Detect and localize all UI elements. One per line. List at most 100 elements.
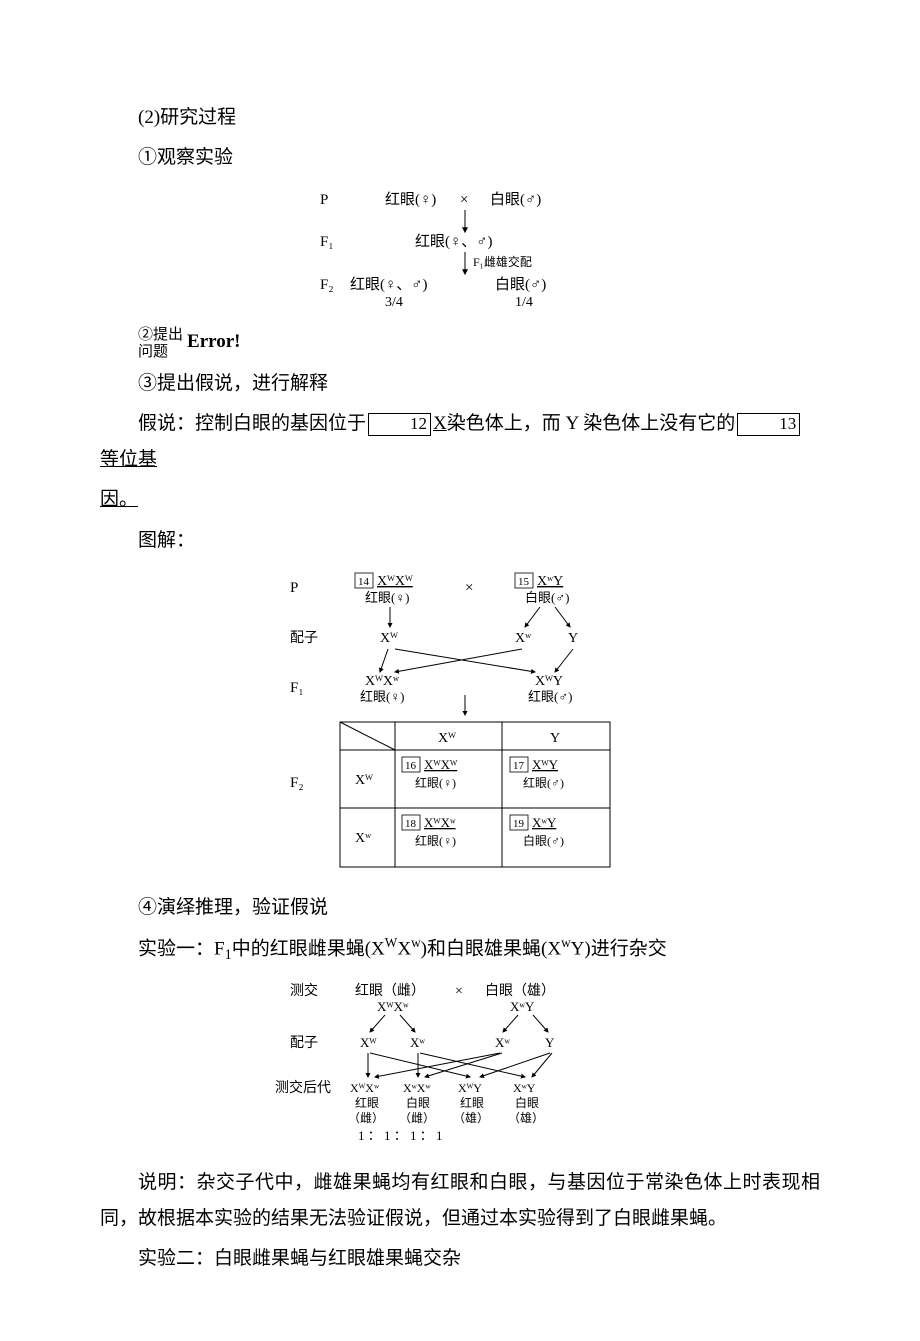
d2-px: × bbox=[465, 580, 473, 596]
step1-label: ①观察实验 bbox=[100, 140, 820, 176]
e1s1: W bbox=[385, 935, 398, 950]
d3-o4s: （雄） bbox=[508, 1110, 544, 1125]
d3-o3p: 红眼 bbox=[460, 1095, 484, 1110]
hyp-mid1: X bbox=[433, 413, 447, 434]
d2-glabel: 配子 bbox=[290, 630, 318, 646]
e1d: )和白眼雄果蝇(X bbox=[421, 938, 561, 959]
d3-o4g: XʷY bbox=[513, 1081, 536, 1095]
d2-plg: XᵂXᵂ bbox=[377, 574, 413, 589]
d1-lr: 3/4 bbox=[385, 295, 403, 310]
hyp-mid2: 染色体上，而 Y 染色体上没有它的 bbox=[447, 413, 736, 434]
d1-P: P bbox=[320, 192, 328, 208]
d2-f1lg: XᵂXʷ bbox=[365, 674, 400, 689]
box-13: 13 bbox=[737, 413, 800, 435]
step4-label: ④演绎推理，验证假说 bbox=[100, 890, 820, 926]
section-heading: (2)研究过程 bbox=[100, 100, 820, 136]
diagram3: 测交 红眼（雌） × 白眼（雄） XᵂXʷ XʷY 配子 Xᵂ Xʷ Xʷ Y bbox=[100, 977, 820, 1157]
e1b: 中的红眼雌果蝇(X bbox=[232, 938, 385, 959]
d2-c18g: XᵂXʷ bbox=[424, 815, 456, 830]
d2-prp: 白眼(♂) bbox=[525, 590, 569, 605]
d3-o1p: 红眼 bbox=[355, 1095, 379, 1110]
d2-P: P bbox=[290, 580, 298, 596]
d3-o3s: （雄） bbox=[453, 1110, 489, 1125]
d3-gXW: Xᵂ bbox=[360, 1035, 377, 1050]
d2-rowXW: Xᵂ bbox=[355, 773, 373, 788]
d2-colXW: Xᵂ bbox=[438, 731, 456, 746]
d3-r1r: 白眼（雄） bbox=[485, 983, 555, 999]
d2-gxw2: Xʷ bbox=[515, 631, 532, 646]
d3-gXw2: Xʷ bbox=[495, 1035, 510, 1050]
exp1-line: 实验一：F1中的红眼雌果蝇(XWXw)和白眼雄果蝇(XwY)进行杂交 bbox=[100, 930, 820, 969]
step2-bottom: 问题 bbox=[138, 344, 183, 361]
hyp-pre: 假说：控制白眼的基因位于 bbox=[138, 413, 366, 434]
d2-gxw: Xᵂ bbox=[380, 631, 398, 646]
d1-note: F₁雌雄交配 bbox=[473, 254, 532, 269]
d3-glbl: 配子 bbox=[290, 1035, 318, 1051]
d2-c17g: XᵂY bbox=[532, 757, 559, 772]
d3-o4p: 白眼 bbox=[515, 1095, 539, 1110]
d2-c19p: 白眼(♂) bbox=[523, 833, 564, 848]
d2-colY: Y bbox=[550, 731, 560, 746]
d3-r1lbl: 测交 bbox=[290, 982, 318, 999]
d3-gl: XᵂXʷ bbox=[377, 999, 409, 1014]
e1a: 实验一：F bbox=[138, 938, 225, 959]
e1s2: w bbox=[411, 935, 421, 950]
e1e: Y)进行杂交 bbox=[571, 938, 667, 959]
explain-para: 说明：杂交子代中，雌雄果蝇均有红眼和白眼，与基因位于常染色体上时表现相同，故根据… bbox=[100, 1165, 820, 1237]
e1s3: w bbox=[561, 935, 571, 950]
d2-c19g: XʷY bbox=[532, 815, 557, 830]
e1c: X bbox=[397, 938, 411, 959]
d3-o1g: XᵂXʷ bbox=[350, 1081, 380, 1095]
d2-c16p: 红眼(♀) bbox=[415, 775, 456, 790]
d2-F2: F₂ bbox=[290, 775, 304, 791]
d2-c17p: 红眼(♂) bbox=[523, 775, 564, 790]
tujie-label: 图解： bbox=[100, 523, 820, 559]
step2-top: ②提出 bbox=[138, 327, 183, 344]
d2-b16: 16 bbox=[405, 760, 417, 772]
d1-F2left: 红眼(♀、♂) bbox=[350, 276, 428, 293]
d2-c16g: XᵂXᵂ bbox=[424, 757, 458, 772]
d1-F2: F₂ bbox=[320, 277, 334, 293]
step2-error: Error! bbox=[187, 327, 240, 356]
d2-f1rp: 红眼(♂) bbox=[528, 689, 572, 704]
d3-o2g: XʷXʷ bbox=[403, 1081, 431, 1095]
box-12: 12 bbox=[368, 413, 431, 435]
d1-rr: 1/4 bbox=[515, 295, 533, 310]
d3-gY: Y bbox=[545, 1035, 555, 1050]
d2-prg: XʷY bbox=[537, 574, 563, 589]
d2-f1rg: XᵂY bbox=[535, 674, 563, 689]
d3-ratio: 1 ： 1 ： 1 ： 1 bbox=[358, 1128, 443, 1143]
step2-line: ②提出 问题 Error! bbox=[138, 327, 820, 360]
d2-gy: Y bbox=[568, 631, 578, 646]
d3-r1l: 红眼（雌） bbox=[355, 983, 425, 999]
d1-F1txt: 红眼(♀、♂) bbox=[415, 233, 493, 250]
d2-rowXw: Xʷ bbox=[355, 831, 372, 846]
d2-f1lp: 红眼(♀) bbox=[360, 689, 404, 704]
hyp-tail2-text: 因。 bbox=[100, 489, 138, 510]
diagram2: P 14 XᵂXᵂ 红眼(♀) × 15 XʷY 白眼(♂) 配子 Xᵂ Xʷ … bbox=[100, 567, 820, 882]
d1-F2right: 白眼(♂) bbox=[495, 276, 546, 293]
e1sub: 1 bbox=[225, 947, 232, 963]
d2-box14: 14 bbox=[358, 576, 370, 588]
d1-F1: F₁ bbox=[320, 234, 334, 250]
d3-o2p: 白眼 bbox=[406, 1095, 430, 1110]
d1-Pright: 白眼(♂) bbox=[490, 191, 541, 208]
hyp-tail: 等位基 bbox=[100, 449, 157, 470]
hyp-tail2: 因。 bbox=[100, 482, 820, 518]
d3-o3g: XᵂY bbox=[458, 1081, 482, 1095]
d2-F1: F₁ bbox=[290, 680, 304, 696]
hypothesis-line: 假说：控制白眼的基因位于12X染色体上，而 Y 染色体上没有它的13 等位基 bbox=[100, 406, 820, 478]
d3-r1x: × bbox=[455, 984, 463, 999]
d2-box15: 15 bbox=[518, 576, 530, 588]
d3-gr: XʷY bbox=[510, 999, 535, 1014]
d2-b17: 17 bbox=[513, 760, 525, 772]
d2-b19: 19 bbox=[513, 818, 525, 830]
diagram1: P 红眼(♀) × 白眼(♂) F₁ 红眼(♀、♂) F₁雌雄交配 F₂ 红眼(… bbox=[100, 184, 820, 319]
d2-plp: 红眼(♀) bbox=[365, 590, 409, 605]
d2-c18p: 红眼(♀) bbox=[415, 833, 456, 848]
d1-Pleft: 红眼(♀) bbox=[385, 191, 436, 208]
d3-o1s: （雌） bbox=[348, 1110, 384, 1125]
d3-o2s: （雌） bbox=[399, 1110, 435, 1125]
step3-label: ③提出假说，进行解释 bbox=[100, 366, 820, 402]
d3-offlbl: 测交后代 bbox=[275, 1079, 331, 1096]
